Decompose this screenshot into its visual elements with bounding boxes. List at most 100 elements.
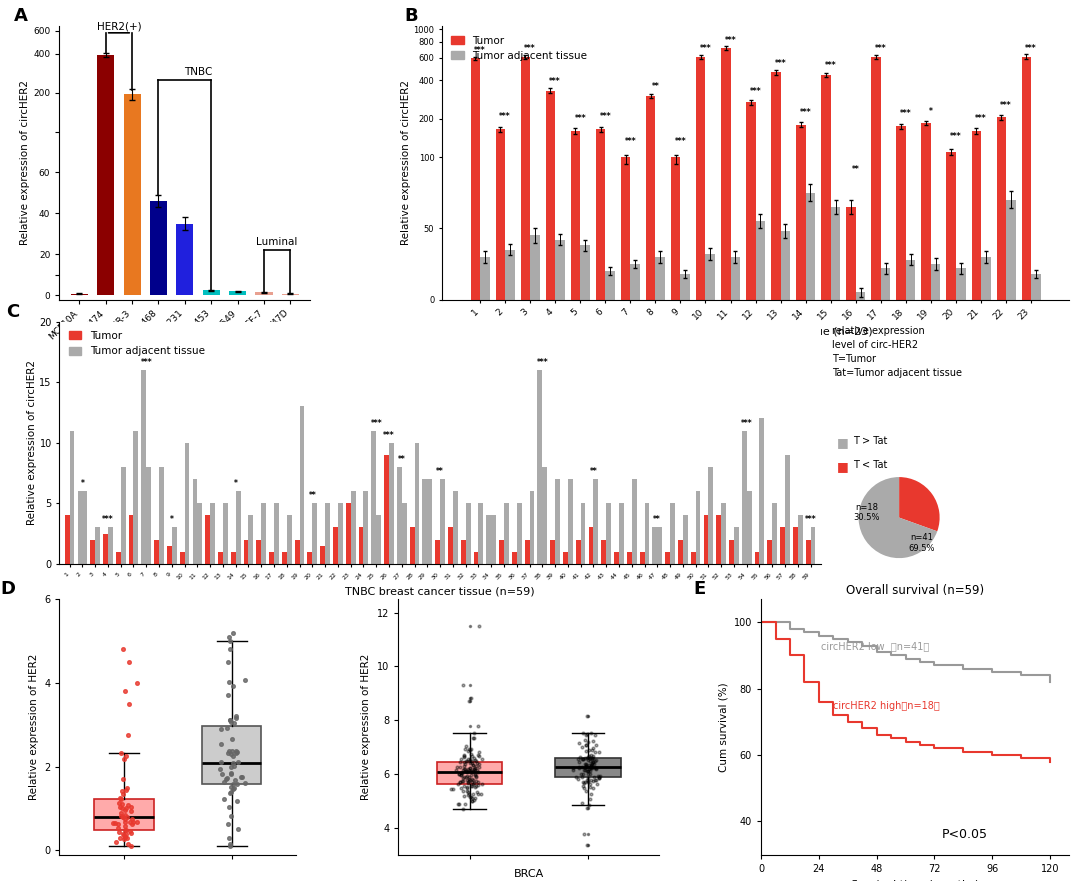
- Bar: [248, 515, 254, 564]
- Bar: [261, 503, 266, 564]
- Point: [220, 675, 238, 689]
- Bar: [742, 431, 746, 564]
- Bar: [1022, 56, 1031, 300]
- Bar: [596, 130, 605, 300]
- Bar: [486, 515, 491, 564]
- Point: [578, 783, 595, 797]
- Bar: [881, 268, 890, 300]
- Bar: [781, 231, 791, 300]
- Bar: [65, 515, 69, 564]
- Bar: [759, 418, 765, 564]
- Bar: [473, 552, 478, 564]
- Bar: [708, 467, 713, 564]
- X-axis label: BRCA
(num(T)=135; num(N)=112): BRCA (num(T)=135; num(N)=112): [449, 870, 608, 881]
- Bar: [121, 467, 125, 564]
- Point: [577, 761, 594, 775]
- Point: [457, 762, 474, 776]
- Bar: [499, 539, 504, 564]
- Point: [213, 755, 230, 769]
- Point: [461, 790, 478, 804]
- Point: [464, 787, 482, 801]
- Point: [464, 731, 482, 745]
- Point: [455, 774, 472, 788]
- Bar: [793, 528, 798, 564]
- Point: [459, 775, 476, 789]
- Point: [455, 678, 472, 692]
- Bar: [678, 539, 683, 564]
- Point: [581, 777, 598, 791]
- Text: ***: ***: [725, 36, 737, 45]
- Point: [458, 764, 475, 778]
- Point: [586, 738, 604, 752]
- Point: [470, 757, 487, 771]
- Point: [463, 753, 481, 767]
- Point: [228, 711, 245, 725]
- Text: circHER2 low  （n=41）: circHER2 low （n=41）: [821, 640, 930, 651]
- Bar: [312, 503, 318, 564]
- Point: [584, 774, 602, 788]
- Text: **: **: [852, 166, 860, 174]
- Bar: [480, 257, 489, 300]
- Point: [225, 776, 242, 790]
- Point: [572, 767, 590, 781]
- Bar: [821, 75, 831, 300]
- Point: [213, 737, 230, 751]
- Point: [458, 781, 475, 796]
- Bar: [409, 528, 415, 564]
- Point: [577, 751, 594, 766]
- Point: [463, 749, 481, 763]
- Text: ***: ***: [103, 515, 113, 524]
- Bar: [602, 539, 606, 564]
- Point: [470, 765, 487, 779]
- Point: [122, 800, 139, 814]
- Bar: [615, 552, 619, 564]
- PathPatch shape: [202, 726, 261, 784]
- Point: [464, 758, 482, 772]
- Bar: [211, 503, 215, 564]
- Point: [222, 809, 240, 823]
- Bar: [542, 467, 548, 564]
- Point: [469, 774, 486, 788]
- Point: [460, 774, 477, 788]
- Point: [578, 744, 595, 758]
- Point: [463, 775, 481, 789]
- Wedge shape: [899, 478, 940, 531]
- Bar: [896, 126, 906, 300]
- Point: [112, 809, 130, 823]
- Point: [459, 762, 476, 776]
- Point: [237, 673, 254, 687]
- Point: [582, 759, 599, 773]
- Point: [448, 760, 465, 774]
- Point: [575, 751, 592, 766]
- Point: [584, 751, 602, 765]
- Point: [465, 762, 483, 776]
- Point: [582, 787, 599, 801]
- Point: [117, 749, 134, 763]
- Text: ***: ***: [550, 77, 561, 85]
- Text: **: **: [651, 82, 659, 91]
- Point: [453, 766, 470, 780]
- Point: [459, 765, 476, 779]
- Point: [582, 748, 599, 762]
- Point: [573, 740, 591, 754]
- Bar: [619, 503, 624, 564]
- Point: [228, 744, 245, 759]
- Point: [459, 788, 476, 803]
- Point: [582, 758, 599, 772]
- Point: [113, 796, 131, 811]
- Text: ***: ***: [700, 44, 712, 53]
- Point: [237, 776, 254, 790]
- Point: [580, 771, 597, 785]
- Point: [577, 759, 594, 774]
- Bar: [716, 515, 721, 564]
- Text: **: **: [397, 455, 406, 464]
- Point: [459, 752, 476, 766]
- Point: [462, 691, 480, 705]
- Bar: [683, 515, 688, 564]
- Text: **: **: [436, 467, 444, 476]
- Bar: [529, 492, 535, 564]
- Bar: [325, 503, 330, 564]
- Point: [220, 744, 238, 759]
- Point: [469, 763, 486, 777]
- Bar: [333, 528, 338, 564]
